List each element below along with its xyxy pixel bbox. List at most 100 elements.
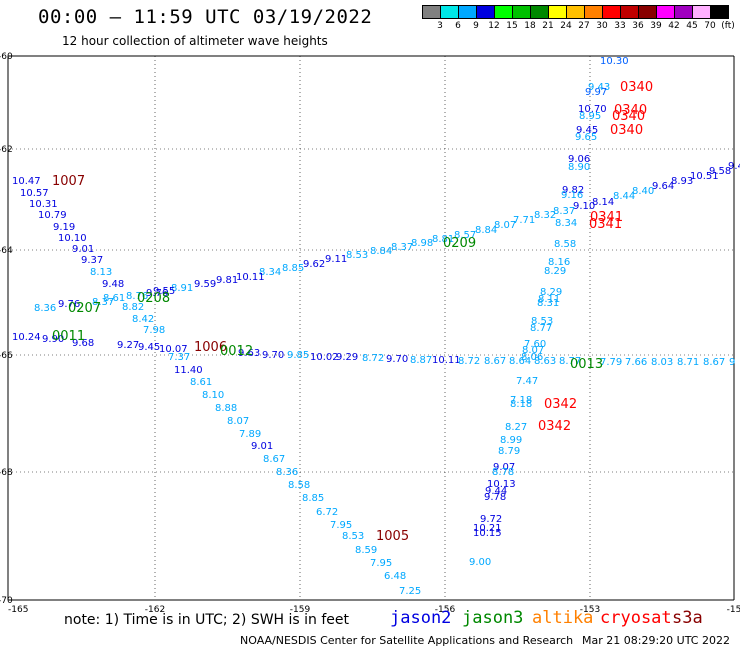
wave-height-value: 8.67	[703, 357, 725, 368]
color-scale-label: 27	[578, 21, 590, 31]
color-scale-label: 30	[596, 21, 608, 31]
wave-height-value: 10.31	[29, 199, 58, 210]
pass-time-label: 0207	[68, 301, 101, 316]
wave-height-value: 7.60	[524, 339, 546, 350]
color-scale-label: 39	[650, 21, 662, 31]
wave-height-value: 8.90	[568, 162, 590, 173]
wave-height-value: 8.63	[534, 356, 556, 367]
pass-time-label: 0340	[614, 103, 647, 118]
wave-height-value: 8.16	[548, 257, 570, 268]
wave-height-value: 8.58	[554, 239, 576, 250]
lat-tick-label: -66	[0, 351, 13, 361]
wave-height-value: 8.98	[411, 238, 433, 249]
wave-height-value: 8.14	[592, 197, 614, 208]
wave-height-value: 9.72	[480, 514, 502, 525]
wave-height-value: 9.55	[153, 286, 175, 297]
color-scale-label: 42	[668, 21, 680, 31]
wave-height-value: 10.07	[159, 344, 188, 355]
generated-timestamp: Mar 21 08:29:20 UTC 2022	[582, 634, 730, 647]
pass-time-label: 0012	[220, 344, 253, 359]
wave-height-value: 9.45	[138, 342, 160, 353]
wave-height-value: 9.45	[576, 125, 598, 136]
wave-height-value: 9.85	[287, 350, 309, 361]
wave-height-value: 8.13	[90, 267, 112, 278]
color-scale-label: 24	[560, 21, 572, 31]
wave-height-value: 9.82	[562, 185, 584, 196]
wave-height-value: 7.25	[399, 586, 421, 597]
wave-height-value: 8.10	[202, 390, 224, 401]
wave-height-value: 8.18	[510, 399, 532, 410]
wave-height-value: 8.64	[509, 356, 531, 367]
wave-height-value: 9.97	[585, 87, 607, 98]
wave-height-value: 9.29	[336, 352, 358, 363]
wave-height-value: 10.24	[12, 332, 41, 343]
lat-tick-label: -60	[0, 52, 13, 62]
wave-height-value: 8.37	[553, 206, 575, 217]
wave-height-value: 7.18	[510, 395, 532, 406]
wave-height-value: 8.36	[276, 467, 298, 478]
pass-time-label: 0209	[443, 236, 476, 251]
pass-time-label: 0341	[589, 217, 622, 232]
wave-height-value: 10.57	[20, 188, 49, 199]
wave-height-value: 7.95	[330, 520, 352, 531]
color-scale-labels: 3 6 9 12 15 18 21 24 27 30 33 36 39 42 45 70 (ft)	[422, 21, 740, 33]
wave-height-value: 11.40	[174, 365, 203, 376]
wave-height-value: 8.44	[613, 191, 635, 202]
pass-time-label: 0340	[610, 123, 643, 138]
color-scale-label: 3	[437, 21, 443, 31]
wave-height-value: 6.72	[316, 507, 338, 518]
wave-height-value: 8.84	[475, 225, 497, 236]
pass-time-label: 0342	[544, 397, 577, 412]
wave-height-value: 9.00	[469, 557, 491, 568]
wave-height-value: 9.43	[588, 82, 610, 93]
pass-time-label: 0340	[612, 109, 645, 124]
wave-height-value: 10.13	[487, 479, 516, 490]
wave-height-value: 9.10	[573, 201, 595, 212]
wave-height-value: 9.70	[262, 350, 284, 361]
color-scale-label: 9	[473, 21, 479, 31]
wave-height-value: 8.59	[355, 545, 377, 556]
lon-tick-label: -165	[8, 605, 28, 615]
wave-height-value: 8.29	[544, 266, 566, 277]
wave-height-value: 8.67	[263, 454, 285, 465]
wave-height-value: 8.72	[362, 353, 384, 364]
satellite-cryosat: cryosat	[600, 608, 672, 628]
wave-height-value: 9.01	[251, 441, 273, 452]
wave-height-value: 9.81	[216, 275, 238, 286]
wave-height-value: 8.32	[534, 210, 556, 221]
satellite-altika: altika	[532, 608, 594, 628]
wave-height-value: 8.53	[531, 316, 553, 327]
wave-height-value: 8.61	[190, 377, 212, 388]
wave-height-value: 8.61	[103, 293, 125, 304]
wave-height-value: 8.07	[494, 220, 516, 231]
color-scale-label: (ft)	[721, 21, 735, 31]
wave-height-value: 8.71	[677, 357, 699, 368]
map-grid	[7, 55, 735, 601]
wave-height-value: 8.87	[410, 355, 432, 366]
lon-tick-label: -156	[435, 605, 456, 615]
footer-note: note: 1) Time is in UTC; 2) SWH is in fe…	[64, 612, 350, 628]
wave-height-value: 8.42	[132, 314, 154, 325]
color-scale-label: 6	[455, 21, 461, 31]
wave-height-value: 7.71	[513, 215, 535, 226]
wave-height-value: 8.81	[432, 234, 454, 245]
satellite-jason2: jason2	[390, 608, 452, 628]
wave-height-value: 8.82	[122, 302, 144, 313]
wave-height-value: 8.37	[391, 242, 413, 253]
wave-height-value: 9.65	[575, 132, 597, 143]
wave-height-value: 7.37	[168, 352, 190, 363]
wave-height-value: 9	[729, 357, 735, 368]
wave-height-value: 9.76	[58, 299, 80, 310]
pass-time-labels: 0340034003400340034103410342034210071006…	[52, 80, 653, 544]
wave-height-value: 8.31	[537, 298, 559, 309]
wave-height-value: 8.34	[259, 267, 281, 278]
wave-height-value: 8.84	[370, 246, 392, 257]
wave-height-value: 9.37	[81, 255, 103, 266]
wave-height-value: 7.89	[239, 429, 261, 440]
wave-height-value: 9.64	[652, 181, 674, 192]
wave-height-value: 8.99	[500, 435, 522, 446]
pass-time-label: 0011	[52, 329, 85, 344]
wave-height-value: 8.67	[484, 356, 506, 367]
axis-ticks: -60-62-64-66-68-70-165-162-159-156-153-1…	[0, 52, 740, 615]
pass-time-label: 1005	[376, 529, 409, 544]
